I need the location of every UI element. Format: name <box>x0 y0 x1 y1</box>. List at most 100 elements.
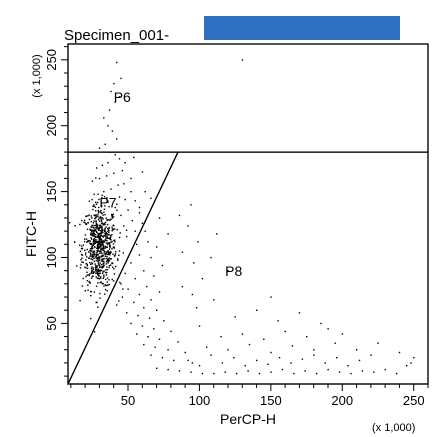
cluster-point <box>111 262 113 264</box>
cluster-point <box>95 220 97 222</box>
scatter-point <box>334 342 336 344</box>
cluster-point <box>101 220 103 222</box>
cluster-point <box>86 267 89 270</box>
cluster-point <box>105 226 107 228</box>
cluster-point <box>107 250 109 252</box>
cluster-point <box>103 208 106 210</box>
scatter-point <box>187 359 189 362</box>
scatter-point <box>220 336 222 338</box>
scatter-point <box>327 328 329 330</box>
cluster-point <box>92 275 94 277</box>
cluster-point <box>87 289 89 291</box>
cluster-point <box>101 222 103 224</box>
cluster-point <box>99 250 101 253</box>
cluster-point <box>95 276 97 278</box>
cluster-point <box>98 229 100 231</box>
cluster-point <box>94 229 97 231</box>
cluster-point <box>105 246 107 248</box>
scatter-point <box>173 359 175 362</box>
cluster-point <box>110 241 112 243</box>
cluster-point <box>102 249 104 252</box>
cluster-point <box>104 205 106 207</box>
cluster-point <box>95 301 97 304</box>
scatter-point <box>198 325 201 327</box>
cluster-point <box>92 267 94 269</box>
cluster-point <box>91 255 94 258</box>
cluster-point <box>96 250 98 252</box>
scatter-point <box>150 197 152 199</box>
scatter-point <box>384 368 386 371</box>
scatter-point <box>138 212 141 214</box>
cluster-point <box>90 253 92 256</box>
cluster-point <box>101 197 103 199</box>
cluster-point <box>98 238 100 240</box>
cluster-point <box>95 241 98 244</box>
cluster-point <box>107 259 109 261</box>
cluster-point <box>92 240 95 243</box>
cluster-point <box>97 224 99 226</box>
scatter-point <box>147 336 149 338</box>
cluster-point <box>96 231 98 234</box>
cluster-point <box>104 251 106 253</box>
cluster-point <box>103 270 105 272</box>
cluster-point <box>91 262 93 264</box>
cluster-point <box>89 261 91 264</box>
scatter-point <box>138 293 141 296</box>
cluster-point <box>101 272 104 275</box>
cluster-point <box>95 257 97 259</box>
scatter-point <box>108 109 111 111</box>
cluster-point <box>85 275 87 278</box>
scatter-point <box>293 372 295 375</box>
cluster-point <box>92 272 95 274</box>
cluster-point <box>84 249 86 251</box>
cluster-point <box>85 252 87 254</box>
cluster-point <box>99 276 102 278</box>
cluster-point <box>108 237 110 239</box>
cluster-point <box>81 254 84 256</box>
scatter-point <box>338 371 341 373</box>
cluster-point <box>95 230 98 233</box>
cluster-point <box>110 239 112 241</box>
cluster-point <box>88 240 90 242</box>
scatter-point <box>258 372 261 375</box>
cluster-point <box>94 224 96 227</box>
cluster-point <box>91 224 93 227</box>
cluster-point <box>80 253 83 256</box>
x-tick-label: 50 <box>121 393 135 408</box>
scatter-point <box>121 169 124 172</box>
cluster-point <box>99 262 101 264</box>
scatter-point <box>263 338 265 340</box>
cluster-point <box>94 263 96 265</box>
cluster-point <box>104 271 107 274</box>
cluster-point <box>107 219 109 221</box>
scatter-point <box>291 345 294 347</box>
cluster-point <box>90 267 93 270</box>
cluster-point <box>95 177 97 179</box>
cluster-point <box>97 277 100 279</box>
scatter-point <box>398 351 401 354</box>
cluster-point <box>101 267 103 269</box>
scatter-point <box>147 241 149 243</box>
scatter-point <box>161 264 164 267</box>
scatter-point <box>104 143 106 145</box>
cluster-point <box>88 214 90 216</box>
cluster-point <box>102 235 104 237</box>
scatter-point <box>113 82 115 85</box>
scatter-point <box>156 246 158 248</box>
cluster-point <box>99 256 101 258</box>
scatter-point <box>304 370 306 372</box>
cluster-point <box>99 230 102 232</box>
cluster-point <box>91 269 93 271</box>
cluster-point <box>113 255 116 257</box>
cluster-point <box>108 283 111 286</box>
scatter-point <box>356 349 358 351</box>
cluster-point <box>99 281 101 284</box>
cluster-point <box>90 215 92 217</box>
cluster-point <box>97 218 100 221</box>
cluster-point <box>98 206 100 209</box>
cluster-point <box>89 273 91 275</box>
cluster-point <box>109 244 111 246</box>
cluster-point <box>103 276 105 278</box>
cluster-point <box>90 295 92 297</box>
cluster-point <box>88 218 91 221</box>
